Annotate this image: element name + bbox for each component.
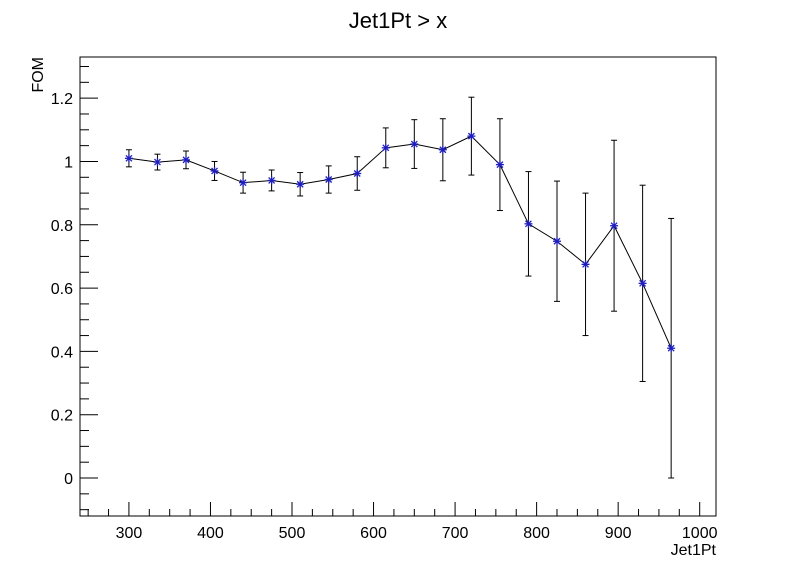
marker-stroke: [154, 158, 161, 166]
marker-stroke: [496, 161, 504, 169]
x-axis: 300 400 500 600 700 800 900 1000: [87, 502, 718, 542]
marker-stroke: [467, 132, 475, 140]
data-point: [153, 158, 162, 167]
y-axis: 0 0.2 0.4 0.6 0.8 1 1.2: [51, 65, 98, 511]
marker-stroke: [610, 222, 618, 230]
data-point: [210, 166, 219, 175]
series-line: [128, 135, 672, 349]
marker-stroke: [553, 237, 561, 245]
x-tick-label: 800: [523, 525, 550, 542]
marker-stroke: [667, 344, 675, 352]
data-point: [467, 132, 476, 141]
marker-stroke: [353, 170, 361, 177]
data-point: [353, 169, 362, 178]
marker-stroke: [439, 146, 447, 154]
data-point: [267, 176, 276, 185]
plot-frame: [79, 56, 717, 517]
x-tick-label: 400: [197, 525, 224, 542]
data-point: [410, 140, 419, 149]
y-tick-label: 0.4: [51, 344, 73, 361]
data-point: [610, 221, 619, 230]
data-point: [324, 175, 333, 184]
data-point: [124, 154, 133, 163]
data-point: [667, 344, 676, 353]
y-tick-label: 0.8: [51, 218, 73, 235]
x-tick-label: 900: [605, 525, 632, 542]
data-point: [553, 237, 561, 246]
marker-stroke: [125, 154, 133, 162]
data-point: [438, 145, 447, 154]
y-tick-label: 1.2: [51, 91, 73, 108]
marker-stroke: [239, 179, 247, 187]
series-layer: [124, 96, 676, 479]
marker-stroke: [296, 180, 304, 188]
y-axis-title: FOM: [30, 57, 47, 93]
marker-stroke: [525, 220, 532, 228]
marker-stroke: [382, 144, 390, 152]
x-tick-label: 500: [279, 525, 306, 542]
data-point: [182, 155, 190, 164]
data-point: [524, 219, 533, 228]
marker-stroke: [582, 260, 589, 268]
data-point: [581, 260, 590, 269]
data-point: [239, 178, 248, 187]
data-point: [381, 143, 390, 152]
data-point: [296, 180, 305, 189]
marker-stroke: [268, 176, 276, 184]
x-tick-label: 1000: [682, 525, 718, 542]
chart-title: Jet1Pt > x: [349, 8, 447, 33]
marker-stroke: [182, 156, 190, 164]
marker-stroke: [211, 167, 218, 175]
y-tick-label: 0.6: [51, 281, 73, 298]
marker-stroke: [639, 279, 647, 287]
y-tick-label: 1: [64, 154, 73, 171]
data-point: [495, 160, 504, 169]
y-tick-label: 0: [64, 471, 73, 488]
marker-stroke: [410, 140, 418, 148]
x-axis-title: Jet1Pt: [671, 542, 717, 559]
x-tick-label: 600: [360, 525, 387, 542]
data-point: [638, 279, 647, 288]
y-tick-label: 0.2: [51, 408, 73, 425]
marker-stroke: [325, 176, 333, 183]
x-tick-label: 300: [116, 525, 143, 542]
x-tick-label: 700: [442, 525, 469, 542]
